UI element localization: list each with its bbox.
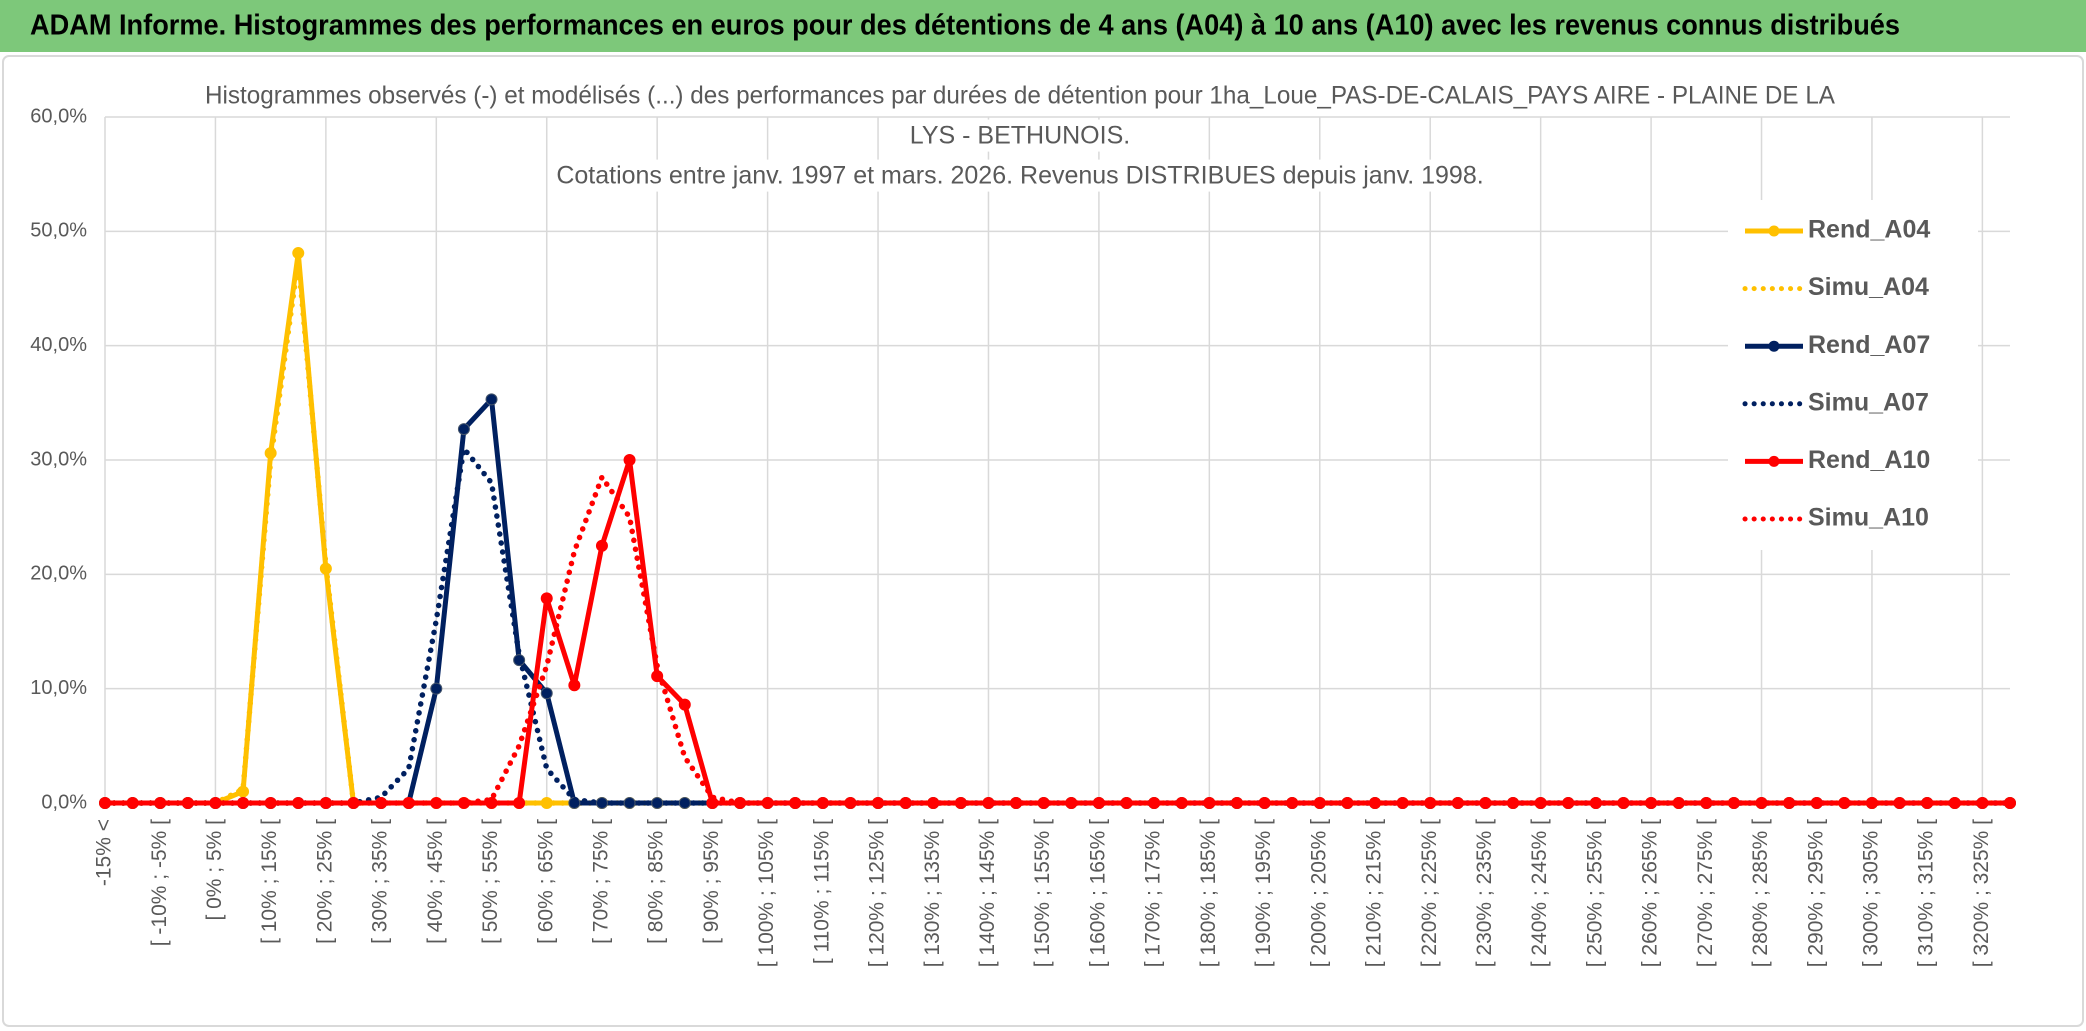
legend-label: Simu_A07: [1808, 388, 1929, 416]
data-point: [485, 393, 498, 406]
chart-title: Histogrammes observés (-) et modélisés (…: [205, 82, 1835, 110]
x-tick-label: [ 180% ; 185% [: [1197, 819, 1220, 967]
data-point: [568, 679, 581, 692]
data-point: [540, 592, 553, 605]
x-tick-label: [ 100% ; 105% [: [755, 819, 778, 967]
y-tick-label: 10,0%: [30, 677, 87, 699]
x-tick-label: [ 250% ; 255% [: [1583, 819, 1606, 967]
legend-marker: [1768, 340, 1780, 352]
x-tick-label: [ 280% ; 285% [: [1749, 819, 1772, 967]
legend-marker: [1768, 455, 1780, 467]
chart-title: LYS - BETHUNOIS.: [910, 122, 1130, 150]
data-point: [513, 797, 526, 809]
y-tick-label: 40,0%: [30, 334, 87, 356]
x-tick-label: [ 170% ; 175% [: [1142, 819, 1165, 967]
y-tick-label: 0,0%: [41, 791, 87, 813]
data-point: [595, 539, 608, 552]
x-tick-label: [ 160% ; 165% [: [1086, 819, 1109, 967]
legend-marker: [1768, 225, 1780, 237]
x-tick-label: [ 140% ; 145% [: [976, 819, 999, 967]
title-background: [903, 119, 1137, 152]
x-tick-label: [ 200% ; 205% [: [1307, 819, 1330, 967]
x-tick-label: [ 190% ; 195% [: [1252, 819, 1275, 967]
legend-label: Rend_A04: [1808, 216, 1930, 244]
x-tick-label: [ 130% ; 135% [: [921, 819, 944, 967]
legend-label: Simu_A04: [1808, 273, 1929, 301]
data-point: [540, 687, 553, 700]
y-tick-label: 20,0%: [30, 563, 87, 585]
x-tick-label: [ 210% ; 215% [: [1363, 819, 1386, 967]
chart-title: Cotations entre janv. 1997 et mars. 2026…: [556, 162, 1483, 190]
data-point: [292, 247, 305, 260]
title-background: [550, 159, 1490, 192]
y-tick-label: 30,0%: [30, 448, 87, 470]
x-tick-label: [ 0% ; 5% [: [203, 819, 226, 921]
series-line: [102, 474, 2013, 806]
data-point: [430, 682, 443, 695]
data-point: [678, 698, 691, 711]
x-tick-label: [ 110% ; 115% [: [810, 819, 833, 964]
x-tick-label: [ 270% ; 275% [: [1694, 819, 1717, 967]
x-tick-label: [ 290% ; 295% [: [1804, 819, 1827, 967]
x-tick-label: [ 40% ; 45% [: [424, 819, 447, 944]
legend-label: Simu_A10: [1808, 504, 1929, 532]
x-tick-label: [ 60% ; 65% [: [534, 819, 557, 944]
x-tick-label: [ 220% ; 225% [: [1418, 819, 1441, 967]
x-tick-label: [ 30% ; 35% [: [369, 819, 392, 944]
x-tick-label: [ 310% ; 315% [: [1915, 819, 1938, 967]
x-tick-label: [ 50% ; 55% [: [479, 819, 502, 944]
chart-border: [2, 55, 2084, 1027]
data-point: [623, 454, 636, 466]
x-tick-label: [ 320% ; 325% [: [1970, 819, 1993, 967]
x-tick-label: [ 20% ; 25% [: [313, 819, 336, 944]
plot: 0,0% 10,0% 20,0% 30,0% 40,0% 50,0% 60,0% -15% <…: [30, 79, 2016, 967]
x-tick-label: [ 150% ; 155% [: [1031, 819, 1054, 967]
legend-label: Rend_A07: [1808, 331, 1930, 359]
x-tick-label: [ 240% ; 245% [: [1528, 819, 1551, 967]
x-tick-label: [ 80% ; 85% [: [645, 819, 668, 944]
legend-label: Rend_A10: [1808, 446, 1930, 474]
y-tick-label: 60,0%: [30, 105, 87, 127]
x-tick-label: [ -10% ; -5% [: [148, 819, 171, 946]
x-tick-label: [ 260% ; 265% [: [1639, 819, 1662, 967]
title-background: [199, 79, 1842, 112]
x-tick-label: [ 90% ; 95% [: [700, 819, 723, 944]
header-bar: [0, 0, 2086, 52]
x-tick-label: -15% <: [93, 819, 116, 886]
x-tick-label: [ 300% ; 305% [: [1860, 819, 1883, 967]
y-tick-label: 50,0%: [30, 220, 87, 242]
x-tick-label: [ 120% ; 125% [: [866, 819, 889, 967]
x-tick-label: [ 10% ; 15% [: [258, 819, 281, 944]
x-tick-label: [ 70% ; 75% [: [590, 819, 613, 944]
data-point: [457, 423, 470, 436]
x-tick-label: [ 230% ; 235% [: [1473, 819, 1496, 967]
legend-box: [1728, 200, 1978, 550]
header-title: ADAM Informe. Histogrammes des performan…: [30, 10, 1900, 42]
